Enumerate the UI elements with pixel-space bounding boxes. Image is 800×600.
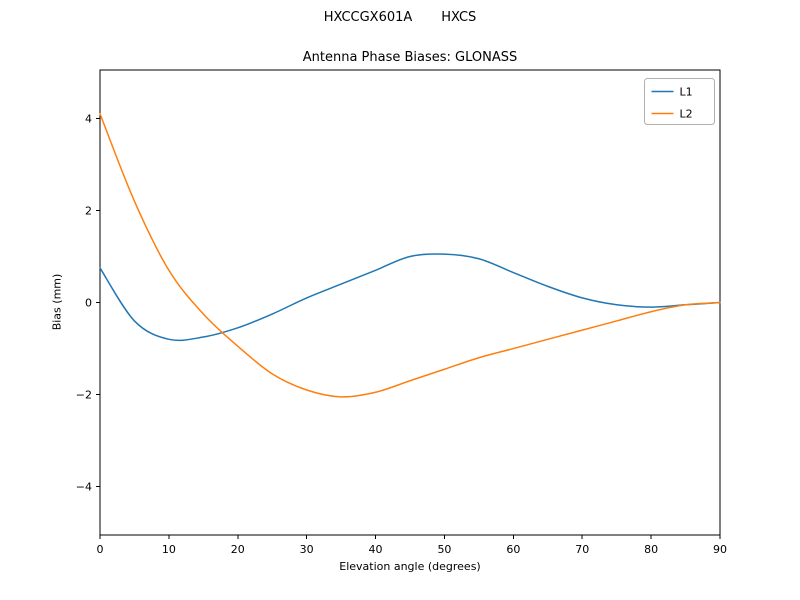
y-axis-label: Bias (mm) xyxy=(50,273,64,331)
y-axis-tick-label: −2 xyxy=(76,389,92,402)
chart-title: Antenna Phase Biases: GLONASS xyxy=(302,50,518,65)
x-axis-tick-label: 70 xyxy=(575,543,589,556)
series-line-L2 xyxy=(99,112,721,398)
y-axis-tick-label: 4 xyxy=(85,112,92,125)
x-axis-tick-label: 80 xyxy=(644,543,658,556)
x-axis-tick-label: 60 xyxy=(506,543,520,556)
figure-title: HXCCGX601A HXCS xyxy=(323,10,477,25)
y-axis-tick-label: 2 xyxy=(85,204,92,217)
y-axis-tick-label: −4 xyxy=(76,481,92,494)
x-axis-tick-label: 50 xyxy=(437,543,451,556)
legend-label-L2: L2 xyxy=(680,108,693,121)
x-axis-tick-label: 10 xyxy=(162,543,176,556)
x-axis-tick-label: 40 xyxy=(369,543,383,556)
x-axis-tick-label: 0 xyxy=(97,543,104,556)
x-axis-tick-label: 90 xyxy=(713,543,727,556)
y-axis-tick-label: 0 xyxy=(85,297,92,310)
series-line-L1 xyxy=(99,253,721,342)
x-axis-label: Elevation angle (degrees) xyxy=(339,560,481,573)
x-axis-tick-label: 20 xyxy=(231,543,245,556)
legend-label-L1: L1 xyxy=(680,86,693,99)
x-axis-tick-label: 30 xyxy=(300,543,314,556)
